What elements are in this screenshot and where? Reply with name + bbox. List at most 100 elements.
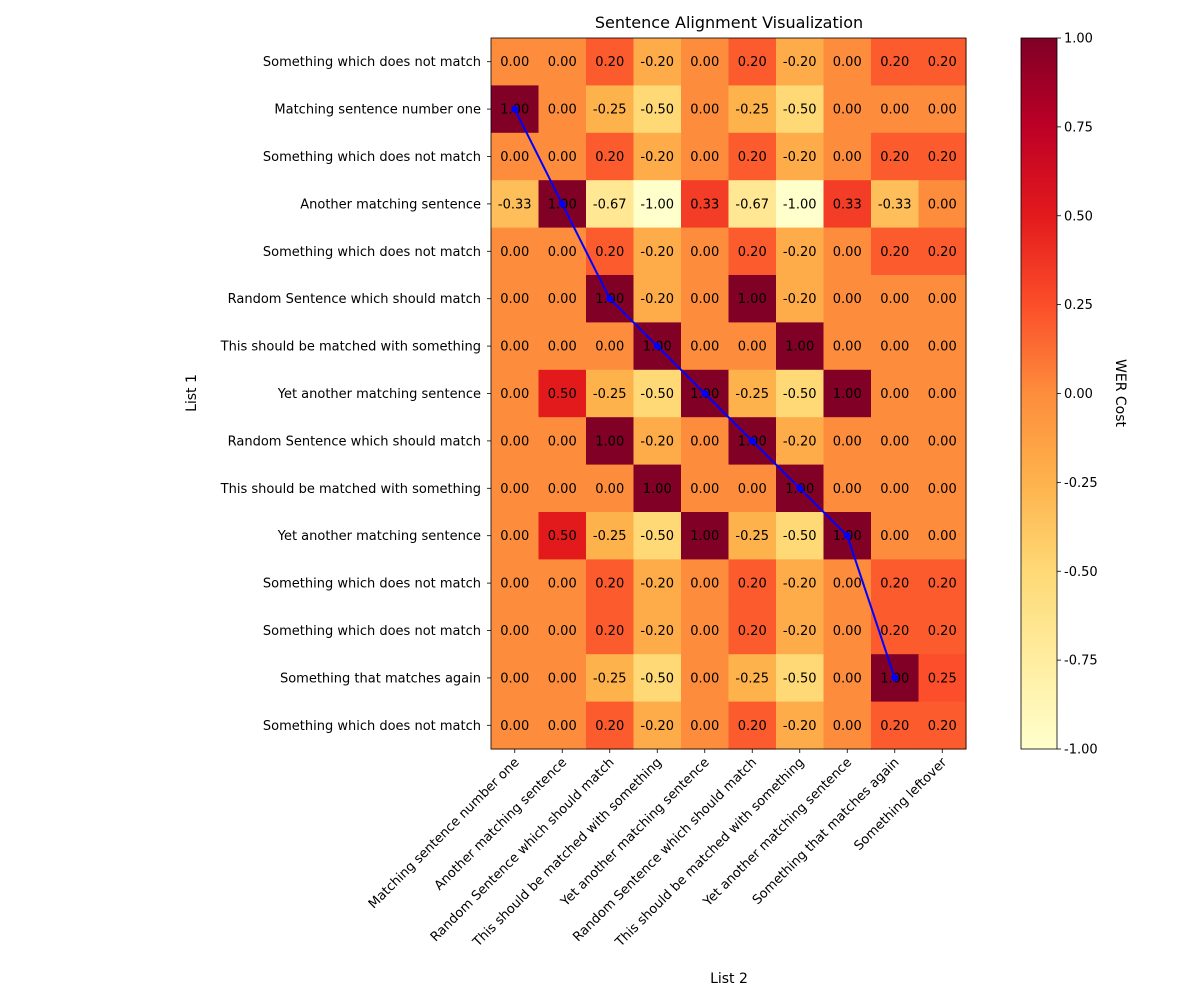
cell-value-label: -0.20: [640, 577, 674, 592]
heatmap-cell: [538, 512, 587, 560]
heatmap-cell: [823, 85, 872, 134]
cell-value-label: 0.20: [880, 150, 909, 165]
cell-value-label: -0.20: [783, 719, 817, 734]
cell-value-label: 1.00: [785, 340, 814, 355]
heatmap-cell: [823, 417, 872, 466]
cell-value-label: 0.00: [690, 671, 719, 686]
heatmap-cell: [491, 322, 540, 371]
cell-value-label: 0.00: [690, 719, 719, 734]
heatmap-cell: [823, 38, 872, 86]
heatmap-cell: [586, 369, 635, 418]
heatmap-cell: [538, 559, 587, 608]
heatmap-cell: [538, 417, 587, 466]
cell-value-label: 0.00: [928, 103, 957, 118]
colorbar-tick-label: -0.75: [1064, 654, 1098, 669]
cell-value-label: 0.00: [880, 103, 909, 118]
cell-value-label: -0.25: [593, 529, 627, 544]
cell-value-label: 0.00: [548, 482, 577, 497]
cell-value-label: 0.00: [690, 434, 719, 449]
cell-value-label: 0.00: [690, 624, 719, 639]
cell-value-label: -0.33: [498, 197, 532, 212]
alignment-path-point: [796, 484, 804, 492]
heatmap-cell: [491, 606, 540, 655]
colorbar-tick-label: -1.00: [1064, 743, 1098, 758]
heatmap-cell: [918, 227, 967, 276]
cell-value-label: 0.00: [500, 529, 529, 544]
cell-value-label: 0.20: [738, 719, 767, 734]
heatmap-cell: [776, 654, 825, 703]
heatmap-cell: [681, 606, 730, 655]
alignment-path-point: [748, 437, 756, 445]
cell-value-label: 1.00: [690, 529, 719, 544]
cell-value-label: 0.00: [880, 434, 909, 449]
heatmap-cell: [871, 227, 920, 276]
heatmap-cell: [728, 85, 777, 134]
x-axis-label: List 2: [710, 971, 748, 987]
cell-value-label: -0.50: [640, 103, 674, 118]
heatmap-cell: [871, 512, 920, 560]
y-tick-label: Something which does not match: [263, 245, 481, 260]
heatmap-cell: [491, 275, 540, 323]
heatmap-cell: [681, 417, 730, 466]
cell-value-label: -0.25: [735, 103, 769, 118]
colorbar-tick-label: 0.00: [1064, 387, 1093, 402]
heatmap-cell: [728, 654, 777, 703]
heatmap-cell: [586, 559, 635, 608]
cell-value-label: 0.00: [928, 197, 957, 212]
cell-value-label: -0.25: [735, 529, 769, 544]
heatmap-cell: [918, 38, 967, 86]
cell-value-label: 0.20: [928, 577, 957, 592]
cell-value-label: 0.00: [928, 387, 957, 402]
alignment-path-point: [511, 105, 519, 113]
heatmap-cell: [491, 38, 540, 86]
cell-value-label: 0.20: [880, 245, 909, 260]
cell-value-label: -0.20: [640, 55, 674, 70]
heatmap-cell-labels: 0.00 0.00 0.20 -0.20 0.00 0.20 -0.20 0.00 0.20 0.…: [498, 55, 957, 734]
heatmap-cell: [586, 85, 635, 134]
y-tick-label: Another matching sentence: [300, 197, 481, 212]
cell-value-label: 0.20: [928, 719, 957, 734]
heatmap-cell: [586, 322, 635, 371]
cell-value-label: 0.20: [928, 150, 957, 165]
heatmap-cell: [586, 464, 635, 513]
cell-value-label: 0.50: [548, 529, 577, 544]
cell-value-label: 0.20: [595, 245, 624, 260]
heatmap-cell: [586, 654, 635, 703]
cell-value-label: 0.25: [928, 671, 957, 686]
cell-value-label: 0.00: [880, 292, 909, 307]
cell-value-label: 0.00: [548, 434, 577, 449]
cell-value-label: 0.00: [880, 482, 909, 497]
y-tick-label: This should be matched with something: [220, 482, 481, 497]
chart-title: Sentence Alignment Visualization: [595, 13, 863, 32]
heatmap-cell: [681, 38, 730, 86]
cell-value-label: 0.00: [833, 292, 862, 307]
heatmap-cell: [538, 701, 587, 750]
heatmap-cell: [823, 369, 872, 418]
y-axis-ticks: Something which does not match Matching s…: [220, 55, 491, 734]
heatmap-cell: [776, 275, 825, 323]
y-tick-label: Yet another matching sentence: [277, 387, 481, 402]
heatmap-cell: [586, 701, 635, 750]
heatmap-cell: [728, 369, 777, 418]
cell-value-label: -0.67: [735, 197, 769, 212]
alignment-path-point: [701, 390, 709, 397]
cell-value-label: 0.20: [595, 624, 624, 639]
heatmap-cell: [586, 180, 635, 229]
heatmap-cell: [871, 180, 920, 229]
heatmap-cell: [871, 464, 920, 513]
heatmap-cell: [918, 180, 967, 229]
heatmap-cell: [633, 559, 682, 608]
cell-value-label: -0.20: [640, 719, 674, 734]
cell-value-label: 0.33: [690, 197, 719, 212]
heatmap-cell: [633, 606, 682, 655]
cell-value-label: 0.00: [833, 245, 862, 260]
cell-value-label: 0.00: [928, 340, 957, 355]
cell-value-label: 0.20: [928, 55, 957, 70]
heatmap-cell: [681, 322, 730, 371]
cell-value-label: 0.00: [833, 482, 862, 497]
heatmap-cell: [871, 322, 920, 371]
heatmap-cell: [633, 85, 682, 134]
cell-value-label: 0.00: [548, 55, 577, 70]
